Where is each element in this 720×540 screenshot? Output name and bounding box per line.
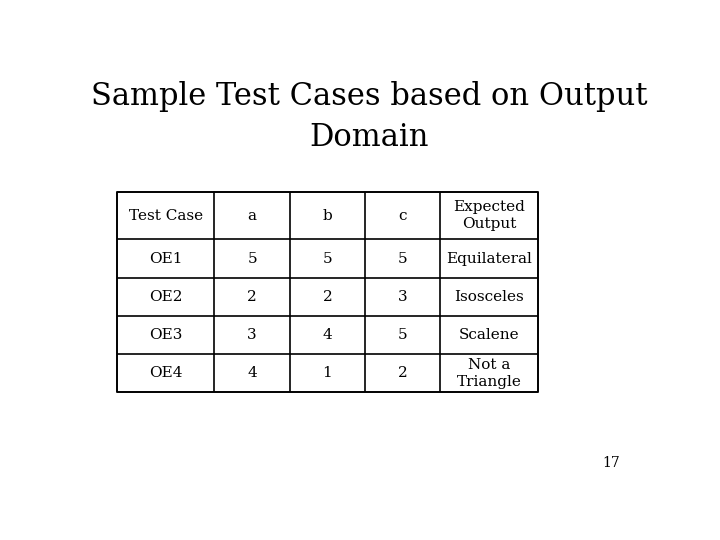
Text: OE4: OE4 [149, 366, 182, 380]
Text: 4: 4 [323, 328, 333, 342]
Text: OE2: OE2 [149, 290, 182, 304]
Text: Isosceles: Isosceles [454, 290, 524, 304]
Text: 1: 1 [323, 366, 333, 380]
Text: Sample Test Cases based on Output
Domain: Sample Test Cases based on Output Domain [91, 82, 647, 153]
Text: 3: 3 [398, 290, 408, 304]
Text: 5: 5 [323, 252, 332, 266]
Bar [117, 192, 538, 393]
Text: 2: 2 [398, 366, 408, 380]
Text: 2: 2 [247, 290, 257, 304]
Text: 17: 17 [603, 456, 620, 470]
Text: Not a
Triangle: Not a Triangle [456, 357, 522, 389]
Text: 2: 2 [323, 290, 333, 304]
Text: 4: 4 [247, 366, 257, 380]
Text: OE1: OE1 [149, 252, 182, 266]
Text: 5: 5 [247, 252, 257, 266]
Text: 5: 5 [398, 328, 408, 342]
Text: a: a [248, 208, 256, 222]
Text: Scalene: Scalene [459, 328, 520, 342]
Text: Test Case: Test Case [129, 208, 202, 222]
Text: OE3: OE3 [149, 328, 182, 342]
Text: 3: 3 [247, 328, 257, 342]
Text: Expected
Output: Expected Output [454, 200, 525, 231]
Text: Equilateral: Equilateral [446, 252, 532, 266]
Text: 5: 5 [398, 252, 408, 266]
Text: b: b [323, 208, 333, 222]
Text: c: c [398, 208, 407, 222]
